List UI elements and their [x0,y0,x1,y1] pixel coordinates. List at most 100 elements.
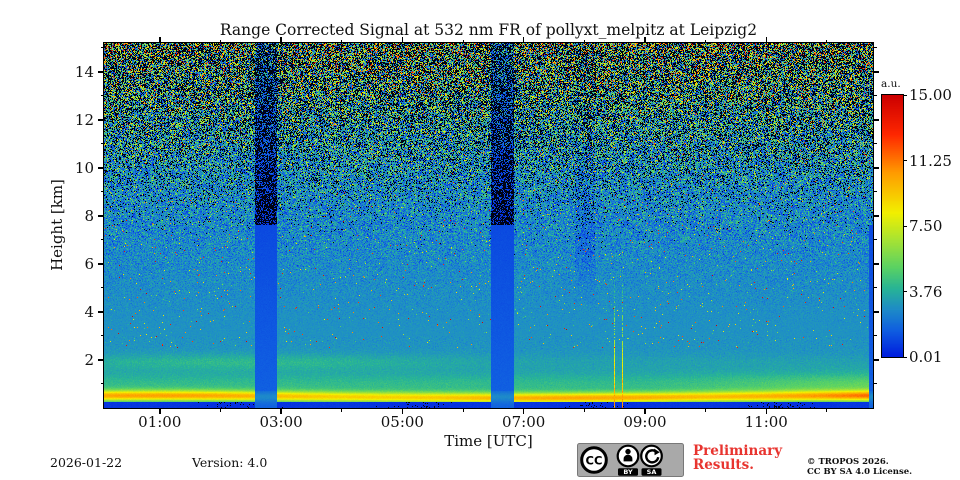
x-minor-tick [705,408,707,412]
x-axis-title: Time [UTC] [444,432,533,450]
y-minor-tick [100,287,104,289]
copyright-line1: © TROPOS 2026. [807,457,889,467]
y-major-tick [98,71,104,73]
x-tick-label: 01:00 [138,413,182,431]
x-tick-label: 03:00 [259,413,303,431]
y-major-tick-right [873,215,879,217]
y-minor-tick [100,95,104,97]
y-minor-tick-right [873,47,877,49]
y-tick-label: 14 [74,62,94,81]
colorbar-unit-label: a.u. [881,78,901,90]
y-minor-tick [100,143,104,145]
y-minor-tick-right [873,239,877,241]
x-minor-tick-top [826,39,828,43]
x-minor-tick [583,408,585,412]
by-label-plate [618,468,638,476]
y-minor-tick [100,383,104,385]
by-label: BY [623,468,633,476]
date-label: 2026-01-22 [50,455,123,470]
y-tick-label: 12 [74,110,94,129]
colorbar [881,94,904,358]
preliminary-line2: Results. [693,457,754,473]
y-major-tick [98,119,104,121]
y-tick-label: 10 [74,158,94,177]
svg-text:CC: CC [586,454,603,468]
x-major-tick-top [159,37,161,43]
x-major-tick-top [401,37,404,43]
y-minor-tick [100,191,104,193]
y-major-tick [98,263,104,265]
preliminary-results-note: Preliminary Results. [693,444,782,472]
y-major-tick [98,311,104,313]
version-label: Version: 4.0 [192,455,268,470]
copyright-note: © TROPOS 2026. CC BY SA 4.0 License. [807,457,913,477]
colorbar-canvas [882,95,903,357]
y-major-tick [98,215,104,217]
x-major-tick-top [522,37,525,43]
sa-label-plate [641,468,662,476]
y-minor-tick-right [873,191,877,193]
colorbar-tick-label: 11.25 [909,151,952,170]
x-minor-tick-top [583,39,585,43]
x-tick-label: 11:00 [744,413,788,431]
y-tick-label: 2 [84,350,94,369]
y-major-tick-right [873,263,879,265]
x-major-tick [765,408,767,414]
x-major-tick [522,408,525,414]
y-tick-label: 4 [84,302,94,321]
colorbar-tick [903,291,907,292]
x-major-tick [401,408,404,414]
y-major-tick [98,167,104,169]
x-major-tick-top [765,37,767,43]
x-major-tick [280,408,282,414]
y-minor-tick [100,335,104,337]
x-tick-label: 07:00 [502,413,546,431]
colorbar-tick-label: 15.00 [909,86,952,104]
x-minor-tick-top [705,39,707,43]
x-tick-label: 05:00 [380,413,424,431]
y-major-tick-right [873,311,879,313]
x-major-tick-top [644,37,646,43]
y-major-tick-right [873,119,879,121]
colorbar-tick [903,94,907,96]
x-major-tick [644,408,646,414]
cc-icon: CC [580,446,608,474]
cc-license-badge: CC BY SA [577,443,684,477]
y-minor-tick-right [873,287,877,289]
y-major-tick-right [873,359,879,361]
x-minor-tick [219,408,221,412]
y-minor-tick-right [873,95,877,97]
y-major-tick-right [873,71,879,73]
y-major-tick-right [873,167,879,169]
y-minor-tick [100,239,104,241]
y-minor-tick-right [873,335,877,337]
x-major-tick [159,408,161,414]
x-tick-label: 09:00 [623,413,667,431]
y-tick-label: 6 [84,254,94,273]
x-minor-tick [462,408,464,412]
y-major-tick [98,359,104,361]
copyright-line2: CC BY SA 4.0 License. [807,466,913,477]
sa-icon [640,444,663,468]
x-major-tick-top [280,37,282,43]
x-minor-tick [826,408,828,412]
heatmap-plot-area [102,41,874,409]
colorbar-tick-label: 0.01 [909,348,943,366]
by-icon [616,444,640,468]
y-minor-tick [100,47,104,49]
colorbar-tick-label: 3.76 [909,282,943,301]
x-minor-tick-top [462,39,464,43]
y-minor-tick-right [873,143,877,145]
colorbar-tick [903,356,907,358]
colorbar-tick [903,160,907,161]
y-minor-tick-right [873,383,877,385]
x-minor-tick-top [341,39,343,43]
colorbar-tick [903,225,907,227]
x-minor-tick-top [219,39,221,43]
preliminary-line1: Preliminary [693,443,783,459]
heatmap-canvas [103,42,873,408]
y-tick-label: 8 [84,206,94,225]
plot-title: Range Corrected Signal at 532 nm FR of p… [219,21,758,39]
x-minor-tick [341,408,343,412]
